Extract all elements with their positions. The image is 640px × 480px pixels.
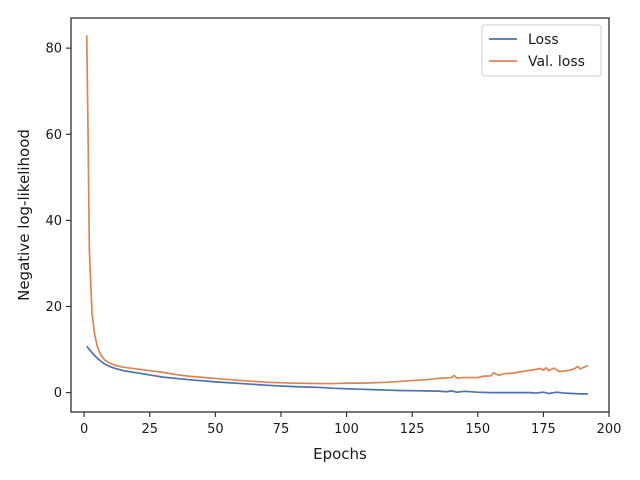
legend-box — [481, 24, 602, 77]
plot-lines — [85, 35, 589, 395]
y-tick-label: 0 — [54, 386, 62, 401]
x-tick-label: 25 — [141, 422, 158, 437]
x-tick-label: 175 — [531, 422, 556, 437]
series-line-2 — [85, 35, 589, 385]
x-axis-label: Epochs — [313, 445, 367, 463]
x-tick-label: 50 — [207, 422, 224, 437]
x-tick-label: 75 — [273, 422, 290, 437]
legend-label-1: Loss — [528, 32, 559, 48]
x-tick-label: 100 — [334, 422, 359, 437]
y-tick-label: 40 — [45, 214, 62, 229]
x-tick-label: 200 — [597, 422, 622, 437]
y-tick-label: 20 — [45, 300, 62, 315]
y-ticks: 0 20 40 60 80 — [45, 42, 71, 401]
plot-frame — [70, 17, 610, 413]
legend: Loss Val. loss — [481, 24, 602, 77]
y-tick-label: 60 — [45, 128, 62, 143]
x-tick-label: 125 — [400, 422, 425, 437]
x-tick-label: 0 — [80, 422, 88, 437]
y-axis-label: Negative log-likelihood — [15, 129, 33, 301]
x-ticks: 0 25 50 75 100 125 150 175 200 — [80, 412, 621, 437]
series-line-1 — [86, 345, 588, 395]
y-tick-label: 80 — [45, 42, 62, 57]
legend-label-2: Val. loss — [528, 54, 585, 70]
x-tick-label: 150 — [465, 422, 490, 437]
